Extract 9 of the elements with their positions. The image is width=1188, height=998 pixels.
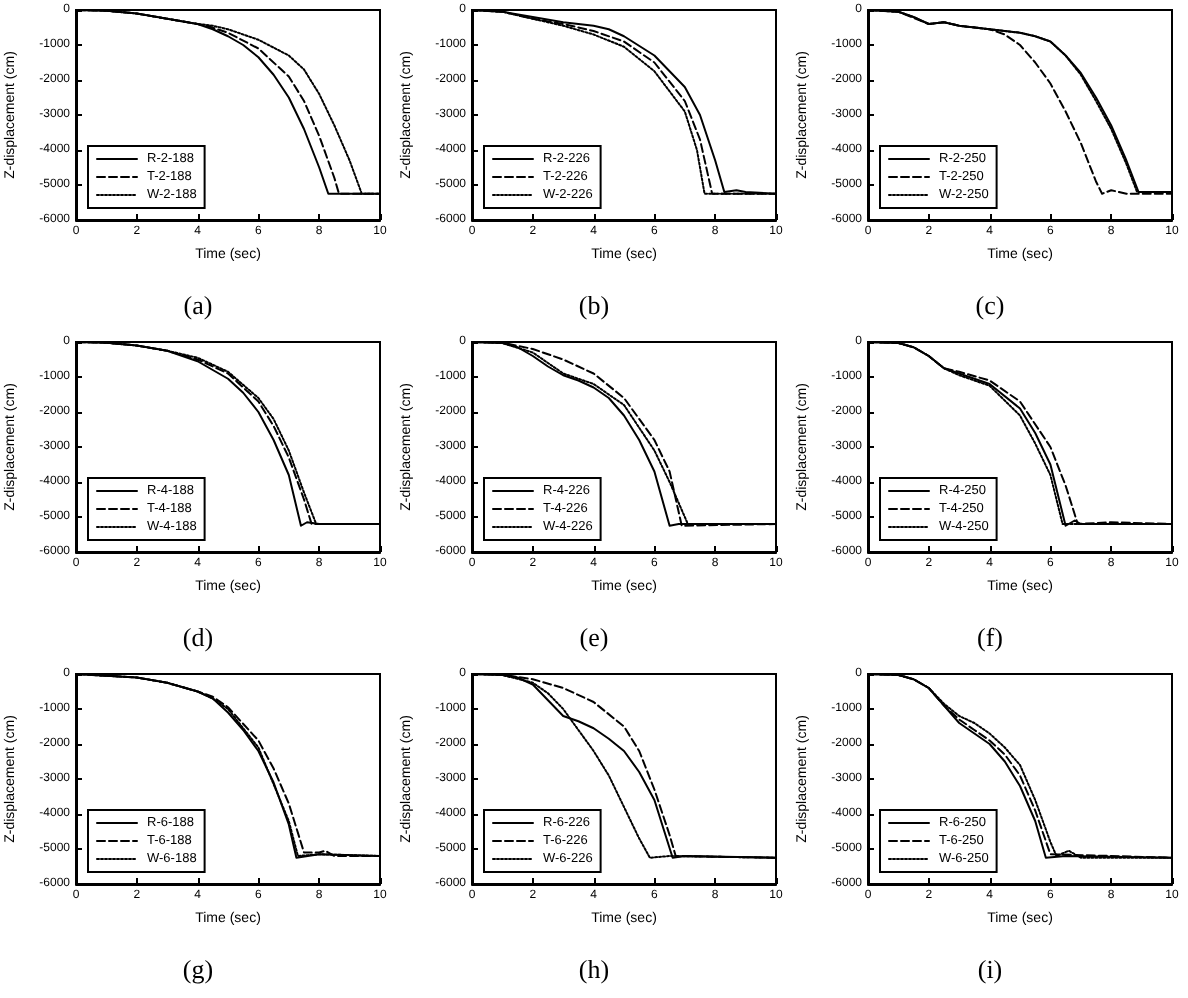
text: (f) (977, 622, 1003, 652)
text: (b) (578, 290, 610, 320)
text: (h) (578, 954, 610, 984)
text: (a) (183, 290, 213, 320)
text: (e) (579, 622, 609, 652)
text: (g) (182, 954, 214, 984)
text: (c) (975, 290, 1005, 320)
text: (i) (977, 954, 1003, 984)
text: (d) (182, 622, 214, 652)
